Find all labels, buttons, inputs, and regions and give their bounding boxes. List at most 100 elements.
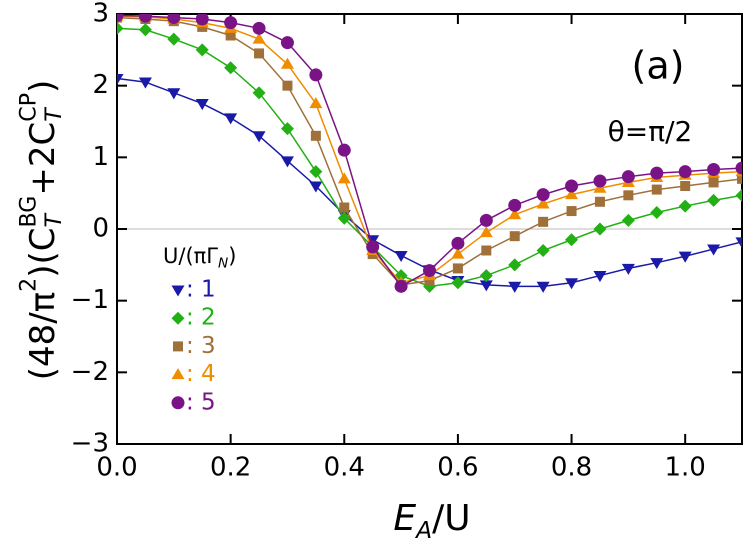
marker bbox=[224, 61, 238, 75]
marker bbox=[707, 193, 721, 207]
y-tick-label: 0 bbox=[92, 214, 109, 244]
marker bbox=[423, 264, 436, 278]
marker bbox=[451, 276, 465, 290]
marker bbox=[366, 240, 380, 254]
x-tick-label: 0.6 bbox=[437, 453, 478, 483]
x-axis-label: EA/U bbox=[393, 498, 470, 543]
marker bbox=[339, 202, 350, 213]
marker bbox=[394, 279, 408, 293]
marker bbox=[565, 188, 579, 200]
marker bbox=[138, 14, 152, 23]
marker bbox=[337, 211, 351, 225]
legend-label: : 5 bbox=[186, 389, 216, 415]
y-tick-label: 2 bbox=[92, 70, 109, 100]
y-axis-label: (48/π2)(CTBG+2CTCP) bbox=[15, 80, 66, 381]
legend-label: : 1 bbox=[186, 277, 216, 303]
marker bbox=[536, 188, 550, 202]
marker bbox=[508, 258, 522, 272]
x-tick-label: 0.4 bbox=[324, 453, 365, 483]
marker bbox=[195, 99, 209, 111]
marker bbox=[508, 208, 522, 220]
marker bbox=[424, 275, 435, 286]
marker bbox=[117, 73, 124, 85]
legend-label: : 2 bbox=[186, 305, 216, 331]
marker bbox=[252, 32, 266, 44]
marker bbox=[538, 216, 549, 227]
marker bbox=[225, 30, 236, 41]
x-tick-label: 0.0 bbox=[96, 453, 137, 483]
marker bbox=[536, 244, 550, 257]
marker bbox=[195, 43, 209, 57]
marker bbox=[650, 166, 664, 180]
marker bbox=[536, 281, 550, 293]
marker bbox=[678, 165, 692, 179]
x-tick-label: 0.8 bbox=[551, 453, 592, 483]
y-tick-label: −3 bbox=[71, 429, 109, 459]
marker bbox=[171, 396, 185, 410]
x-tick-label: 0.2 bbox=[210, 453, 251, 483]
marker bbox=[735, 237, 742, 249]
marker bbox=[337, 143, 351, 157]
marker bbox=[280, 156, 294, 168]
marker bbox=[309, 68, 323, 82]
marker bbox=[621, 170, 635, 184]
marker bbox=[171, 285, 185, 297]
marker bbox=[224, 113, 238, 125]
marker bbox=[117, 21, 124, 35]
marker bbox=[252, 131, 266, 143]
marker bbox=[167, 88, 181, 100]
marker bbox=[479, 280, 493, 292]
marker bbox=[479, 213, 493, 227]
marker bbox=[167, 32, 181, 46]
marker bbox=[337, 172, 351, 184]
marker bbox=[707, 244, 721, 256]
annotation: θ=π/2 bbox=[608, 115, 693, 148]
marker bbox=[509, 231, 520, 242]
legend-label: : 3 bbox=[186, 333, 216, 359]
marker bbox=[394, 250, 408, 263]
marker bbox=[479, 226, 493, 238]
marker bbox=[566, 206, 577, 217]
marker bbox=[737, 173, 742, 184]
marker bbox=[536, 197, 550, 209]
y-tick-label: 1 bbox=[92, 142, 109, 172]
marker bbox=[593, 271, 607, 283]
marker bbox=[167, 14, 181, 25]
marker bbox=[309, 97, 323, 109]
marker bbox=[594, 196, 605, 207]
marker bbox=[621, 213, 635, 227]
marker bbox=[309, 165, 323, 179]
marker bbox=[508, 281, 522, 293]
marker bbox=[735, 161, 742, 175]
x-tick-label: 1.0 bbox=[665, 453, 706, 483]
marker bbox=[309, 181, 323, 193]
marker bbox=[171, 311, 185, 325]
marker bbox=[565, 179, 579, 193]
plot-area bbox=[117, 14, 742, 293]
y-tick-label: 3 bbox=[92, 0, 109, 29]
marker bbox=[565, 233, 579, 247]
marker bbox=[650, 258, 664, 270]
marker bbox=[650, 206, 664, 220]
marker bbox=[138, 23, 152, 37]
marker bbox=[651, 184, 662, 195]
marker bbox=[252, 21, 266, 35]
marker bbox=[593, 174, 607, 188]
marker bbox=[280, 57, 294, 69]
marker bbox=[138, 77, 152, 89]
marker bbox=[252, 86, 266, 100]
marker bbox=[621, 263, 635, 275]
marker bbox=[280, 122, 294, 136]
marker bbox=[117, 14, 124, 22]
marker bbox=[224, 16, 238, 30]
marker bbox=[451, 247, 465, 259]
marker bbox=[707, 163, 721, 177]
legend-label: : 4 bbox=[186, 361, 216, 387]
marker bbox=[282, 80, 293, 91]
marker bbox=[708, 177, 719, 188]
marker bbox=[593, 222, 607, 236]
annotation: (a) bbox=[632, 44, 685, 88]
marker bbox=[678, 251, 692, 263]
marker bbox=[310, 130, 321, 141]
